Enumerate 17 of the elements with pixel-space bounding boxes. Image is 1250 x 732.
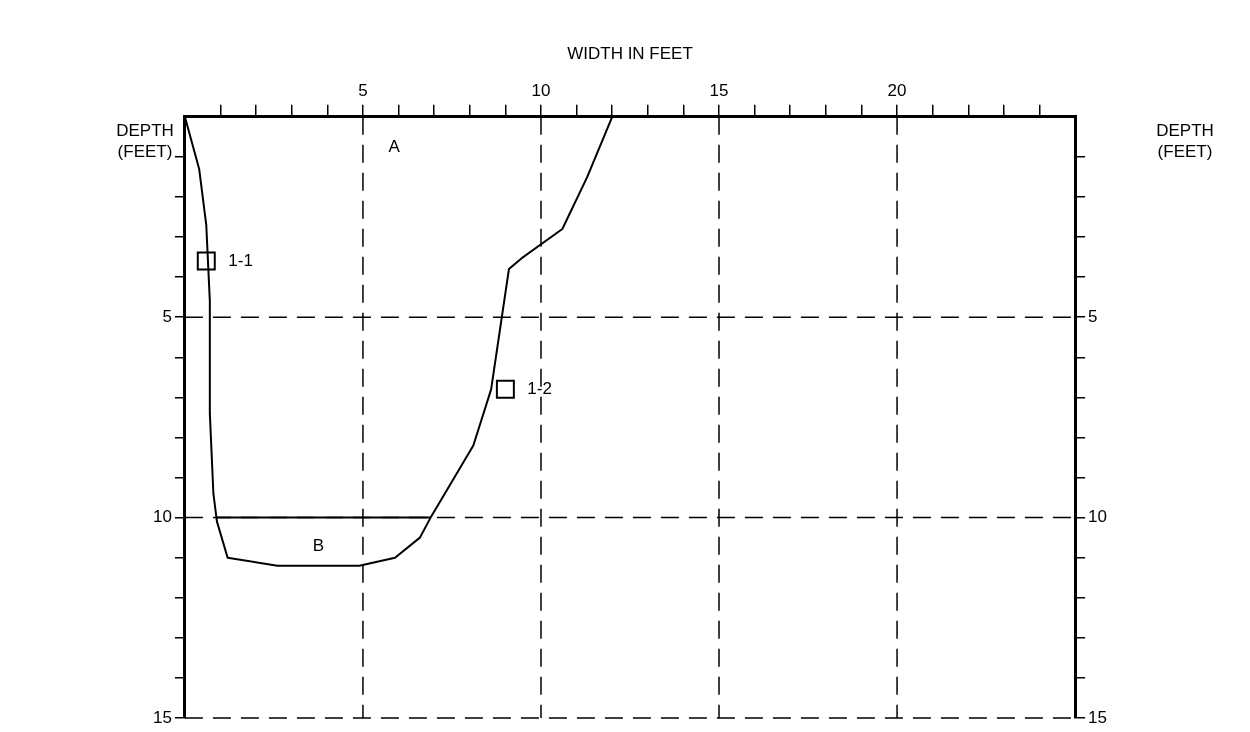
y-tick-label: 5 [162, 306, 172, 326]
x-tick-label: 10 [531, 81, 551, 101]
y2-tick-label: 10 [1088, 507, 1108, 527]
y-axis-title: DEPTH (FEET) [115, 120, 175, 163]
annotation: B [312, 536, 325, 556]
data-label: 1-1 [228, 250, 253, 270]
y2-tick-label: 15 [1088, 707, 1108, 727]
y2-axis-title: DEPTH (FEET) [1155, 120, 1215, 163]
data-label: 1-2 [527, 379, 552, 399]
x-tick-label: 5 [358, 81, 368, 101]
annotation: A [388, 136, 401, 156]
x-tick-label: 15 [709, 81, 729, 101]
y2-tick-label: 5 [1088, 306, 1098, 326]
y-tick-label: 10 [152, 507, 172, 527]
y-tick-label: 15 [152, 707, 172, 727]
x-axis-title: WIDTH IN FEET [567, 43, 693, 63]
x-tick-label: 20 [887, 81, 907, 101]
